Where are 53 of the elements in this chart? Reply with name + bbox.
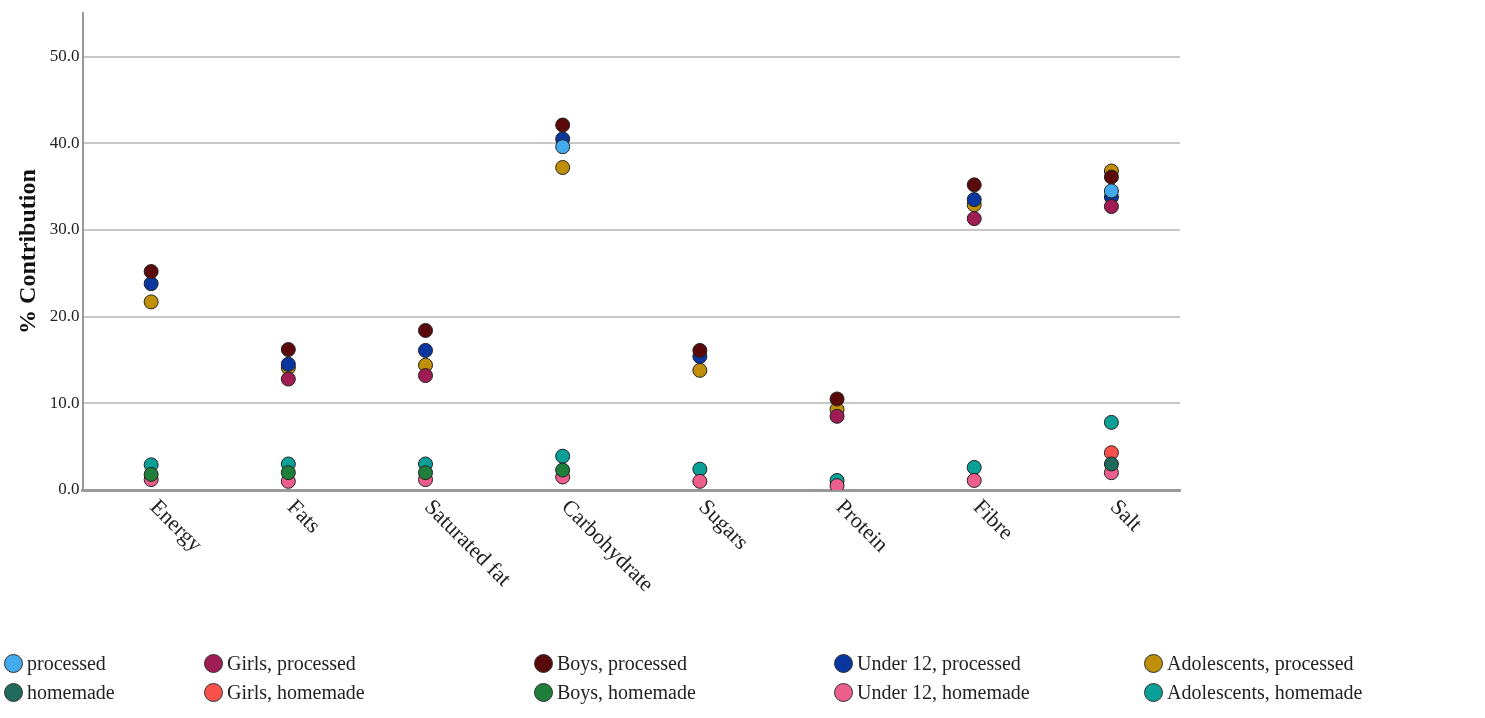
y-tick-label: 0.0 <box>58 479 80 499</box>
point <box>829 391 845 407</box>
point <box>692 362 708 378</box>
point <box>418 322 433 338</box>
point <box>692 461 708 477</box>
point <box>1103 414 1119 430</box>
x-tick-label: Fats <box>282 493 327 538</box>
point <box>555 448 571 464</box>
point <box>1103 183 1119 199</box>
point <box>829 408 845 424</box>
point <box>966 472 982 488</box>
y-tick-label: 20.0 <box>49 306 80 326</box>
y-tick-label: 50.0 <box>49 46 80 66</box>
point <box>418 342 433 358</box>
point <box>1103 199 1119 215</box>
point <box>555 117 571 133</box>
legend-label: Boys, homemade <box>557 681 696 704</box>
point <box>418 465 433 481</box>
point <box>280 371 296 387</box>
point <box>555 139 571 155</box>
point <box>280 465 296 481</box>
point <box>966 211 982 227</box>
legend-label: Girls, processed <box>227 652 356 675</box>
legend-label: Girls, homemade <box>227 681 365 704</box>
point <box>966 459 982 475</box>
legend-label: Adolescents, processed <box>1167 652 1354 675</box>
y-tick-label: 40.0 <box>49 132 80 152</box>
legend-label: Boys, processed <box>557 652 687 675</box>
point <box>143 264 159 280</box>
point <box>966 192 982 208</box>
point <box>418 368 433 384</box>
point <box>966 177 982 193</box>
point <box>280 356 296 372</box>
point <box>143 276 159 292</box>
point <box>555 160 571 176</box>
point <box>692 342 708 358</box>
legend-label: Adolescents, homemade <box>1167 681 1363 704</box>
y-axis-title: % Contribution <box>13 169 40 334</box>
point <box>143 466 159 482</box>
y-tick-label: 30.0 <box>49 219 80 239</box>
legend-label: Under 12, homemade <box>857 681 1030 704</box>
point <box>829 478 845 490</box>
y-tick-label: 10.0 <box>49 392 80 412</box>
point <box>1103 169 1119 185</box>
x-tick-label: Salt <box>1105 493 1148 536</box>
legend-label: Under 12, processed <box>857 652 1021 675</box>
legend-label: processed <box>27 652 106 675</box>
point <box>1103 456 1119 472</box>
legend-label: homemade <box>27 681 115 704</box>
point <box>143 294 159 310</box>
point <box>280 342 296 358</box>
point <box>692 473 708 489</box>
point <box>555 462 571 478</box>
